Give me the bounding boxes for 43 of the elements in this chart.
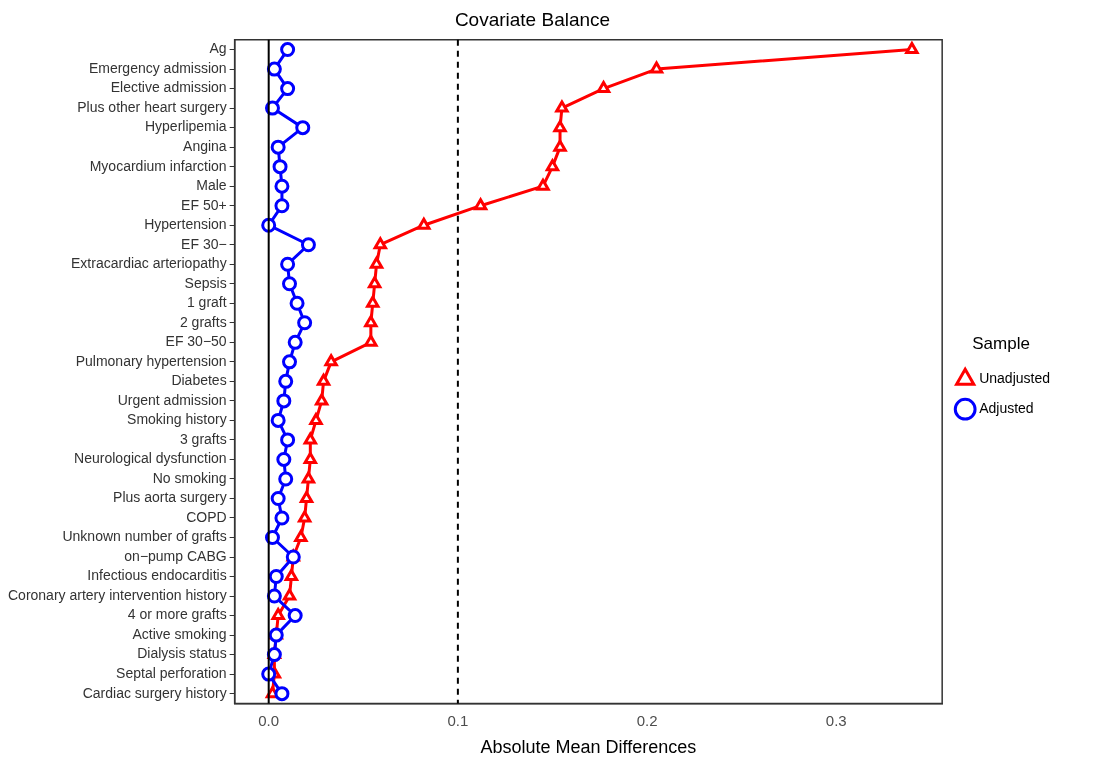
y-tick-label: Infectious endocarditis	[87, 567, 227, 584]
y-tick-label: No smoking	[152, 469, 227, 486]
y-tick-label: Cardiac surgery history	[82, 684, 227, 701]
x-axis-title: Absolute Mean Differences	[480, 737, 697, 758]
y-tick-label: 3 grafts	[179, 430, 227, 447]
y-tick-label: Hyperlipemia	[144, 118, 227, 135]
y-tick-label: Active smoking	[132, 625, 227, 642]
legend-label: Unadjusted	[979, 370, 1050, 387]
y-tick-label: Neurological dysfunction	[74, 450, 227, 467]
y-tick-label: Plus aorta surgery	[113, 489, 227, 506]
y-tick-label: Myocardium infarction	[89, 157, 227, 174]
y-tick-label: Unknown number of grafts	[62, 528, 227, 545]
y-tick-label: EF 30−	[181, 235, 227, 252]
y-tick-label: Elective admission	[110, 79, 227, 96]
y-tick-label: Ag	[209, 40, 227, 57]
y-tick-label: COPD	[186, 508, 227, 525]
y-tick-label: 4 or more grafts	[127, 606, 227, 623]
y-tick-label: Angina	[183, 138, 227, 155]
x-tick-label: 0.2	[636, 711, 658, 729]
y-tick-label: on−pump CABG	[124, 547, 227, 564]
y-tick-label: Septal perforation	[116, 664, 227, 681]
y-tick-label: 2 grafts	[179, 313, 227, 330]
y-tick-label: Emergency admission	[88, 59, 227, 76]
legend-title: Sample	[972, 333, 1030, 353]
y-tick-label: Diabetes	[171, 372, 227, 389]
y-tick-label: Pulmonary hypertension	[75, 352, 227, 369]
y-tick-label: Urgent admission	[117, 391, 227, 408]
y-tick-label: Hypertension	[144, 216, 227, 233]
legend-label: Adjusted	[979, 400, 1034, 417]
y-tick-label: EF 30−50	[165, 333, 227, 350]
chart-title: Covariate Balance	[454, 8, 611, 30]
y-tick-label: Male	[196, 177, 227, 194]
y-tick-label: Plus other heart surgery	[77, 98, 227, 115]
x-tick-label: 0.0	[258, 711, 280, 729]
y-tick-label: Dialysis status	[137, 645, 227, 662]
y-tick-label: EF 50+	[181, 196, 227, 213]
y-tick-label: Coronary artery intervention history	[7, 586, 227, 603]
y-tick-label: Smoking history	[127, 411, 227, 428]
y-tick-label: Extracardiac arteriopathy	[71, 255, 227, 272]
y-tick-label: Sepsis	[184, 274, 227, 291]
x-tick-label: 0.3	[825, 711, 847, 729]
y-tick-label: 1 graft	[186, 294, 227, 311]
x-tick-label: 0.1	[447, 711, 469, 729]
